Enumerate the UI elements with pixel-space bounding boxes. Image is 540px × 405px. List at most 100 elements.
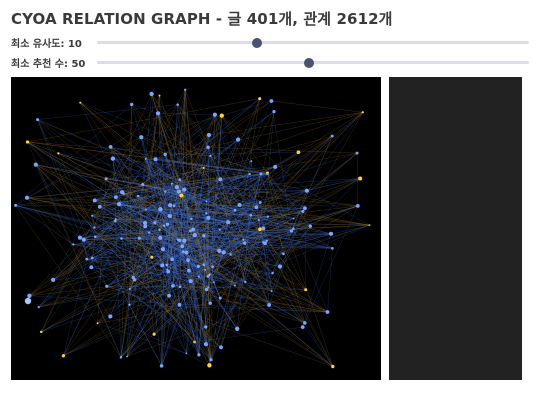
graph-node[interactable] [267,303,272,307]
graph-node[interactable] [248,172,251,176]
graph-node[interactable] [159,364,164,368]
graph-node[interactable] [186,258,190,262]
graph-node[interactable] [149,91,154,97]
graph-node[interactable] [114,218,117,221]
graph-node[interactable] [176,103,179,106]
graph-node[interactable] [208,301,212,305]
graph-node[interactable] [179,193,184,198]
graph-node[interactable] [166,268,169,271]
min-recommend-slider[interactable] [97,57,529,68]
graph-node[interactable] [25,195,29,200]
graph-node[interactable] [108,314,113,319]
graph-node[interactable] [158,228,161,231]
graph-node[interactable] [163,152,167,157]
graph-node[interactable] [24,297,32,305]
graph-node[interactable] [79,101,82,104]
graph-node[interactable] [301,209,305,213]
graph-node[interactable] [137,236,141,240]
graph-node[interactable] [57,152,60,155]
graph-node[interactable] [14,203,18,207]
graph-node[interactable] [158,207,163,212]
graph-node[interactable] [185,352,188,355]
graph-node[interactable] [368,224,371,227]
graph-node[interactable] [257,218,260,222]
graph-node[interactable] [25,140,30,144]
graph-node[interactable] [72,243,75,246]
graph-node[interactable] [128,303,131,306]
graph-node[interactable] [104,177,108,181]
graph-node[interactable] [259,172,263,176]
graph-node[interactable] [209,358,213,362]
graph-node[interactable] [120,237,123,240]
graph-node[interactable] [191,227,196,232]
graph-node[interactable] [221,250,226,255]
graph-node[interactable] [93,226,96,229]
graph-node[interactable] [144,208,147,211]
graph-node[interactable] [136,194,140,198]
graph-node[interactable] [202,234,206,238]
graph-node[interactable] [182,238,187,243]
graph-node[interactable] [226,220,231,225]
graph-node[interactable] [92,198,97,203]
graph-node[interactable] [202,263,206,267]
graph-node[interactable] [271,271,274,275]
graph-node[interactable] [249,214,253,217]
graph-node[interactable] [258,227,262,232]
graph-node[interactable] [170,257,174,261]
graph-node[interactable] [250,160,253,163]
graph-node[interactable] [144,157,147,160]
graph-node[interactable] [27,293,32,298]
graph-node[interactable] [174,185,180,190]
graph-node[interactable] [207,286,210,289]
graph-node[interactable] [130,102,134,107]
min-recommend-thumb[interactable] [303,57,314,68]
graph-node[interactable] [204,325,208,329]
graph-node[interactable] [108,145,113,149]
graph-node[interactable] [165,222,170,226]
graph-node[interactable] [180,244,185,249]
graph-node[interactable] [36,118,40,122]
graph-node[interactable] [330,134,334,138]
graph-node[interactable] [358,176,363,181]
graph-node[interactable] [204,287,209,292]
graph-node[interactable] [207,363,212,368]
graph-node[interactable] [37,305,40,309]
graph-node[interactable] [361,111,364,114]
graph-node[interactable] [178,178,182,182]
graph-node[interactable] [300,325,305,329]
graph-node[interactable] [105,284,109,288]
graph-node[interactable] [89,265,94,270]
graph-node[interactable] [296,150,301,155]
graph-node[interactable] [218,228,221,231]
graph-node[interactable] [277,264,283,269]
graph-node[interactable] [150,255,154,259]
graph-node[interactable] [167,214,172,219]
graph-node[interactable] [172,204,176,207]
graph-node[interactable] [308,224,312,228]
graph-node[interactable] [209,154,212,158]
graph-node[interactable] [114,195,118,199]
graph-node[interactable] [162,224,166,227]
graph-node[interactable] [202,166,205,169]
graph-node[interactable] [211,265,214,269]
graph-node[interactable] [139,135,144,140]
graph-node[interactable] [355,204,360,208]
graph-node[interactable] [167,293,171,298]
graph-node[interactable] [182,187,187,192]
graph-node[interactable] [304,288,308,292]
graph-node[interactable] [282,252,285,256]
graph-node[interactable] [292,217,295,220]
graph-node[interactable] [206,275,210,278]
graph-node[interactable] [244,280,247,284]
graph-node[interactable] [97,204,102,209]
min-similarity-slider[interactable] [97,37,529,48]
graph-node[interactable] [197,275,200,278]
graph-node[interactable] [206,132,212,138]
graph-node[interactable] [190,217,193,220]
graph-node[interactable] [303,206,307,211]
graph-node[interactable] [110,156,116,161]
graph-node[interactable] [166,269,170,274]
graph-node[interactable] [262,241,266,244]
graph-node[interactable] [158,235,163,240]
graph-node[interactable] [126,355,129,358]
